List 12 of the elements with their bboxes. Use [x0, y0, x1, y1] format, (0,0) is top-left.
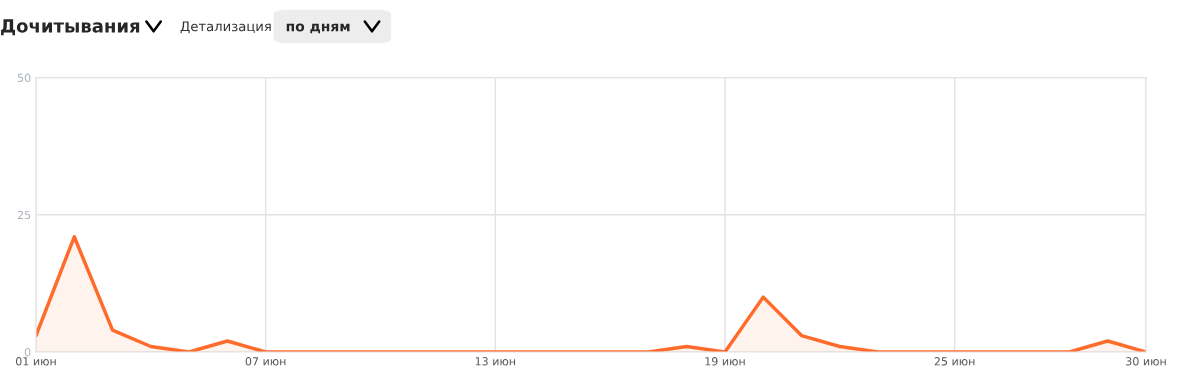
x-tick-label: 25 июн — [934, 357, 975, 366]
x-tick-label: 19 июн — [705, 357, 745, 366]
y-tick-label: 25 — [17, 210, 31, 220]
text: по дням — [286, 23, 350, 34]
chart-title: Дочитывания — [1, 19, 140, 36]
x-tick-label: 13 июн — [475, 357, 516, 366]
y-tick-label: 0 — [24, 347, 31, 357]
y-tick-label: 50 — [17, 73, 31, 82]
x-tick-label: 07 июн — [245, 357, 286, 366]
text: Детализация — [180, 21, 271, 34]
x-tick-label: 01 июн — [15, 357, 56, 366]
x-tick-label: 30 июн — [1126, 357, 1166, 366]
